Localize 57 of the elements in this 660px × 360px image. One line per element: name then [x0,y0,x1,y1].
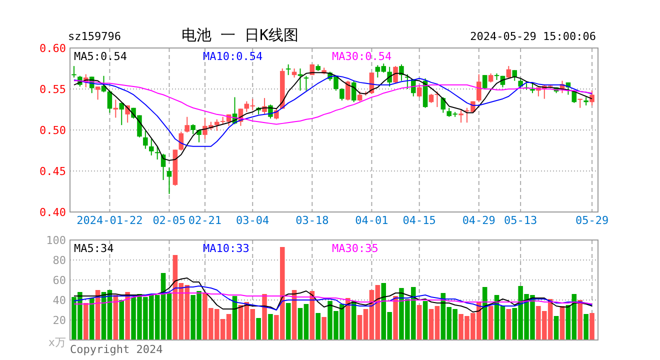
y-tick-label: 0.60 [40,42,66,55]
bar [422,301,428,340]
bar [346,298,350,340]
bar [322,317,326,340]
line-series [73,292,593,304]
chart-title: 电池 一 日K线图 [181,26,299,44]
y-tick-label: 20 [52,314,66,327]
bar [393,296,398,340]
bar [560,306,565,340]
y-tick-label: 0.55 [40,83,66,96]
x-tick-label: 04-01 [355,214,388,227]
y-tick-label: 80 [52,254,66,267]
text: Copyright 2024 [70,343,164,356]
bar [119,300,124,340]
y-tick-label: 0.40 [40,206,66,219]
bar [268,314,273,340]
bar [113,295,118,340]
x-tick-label: 2024-01-22 [76,214,143,227]
text: MA5:34 [74,242,114,255]
text: MA10:33 [203,242,250,255]
y-tick-label: 60 [52,274,66,287]
text: 2024-05-29 15:00:06 [470,30,596,43]
y-axis-title: x万 [48,336,66,349]
y-tick-label: 0.50 [40,124,66,137]
bar [232,296,238,340]
text: MA10:0.54 [203,50,263,63]
x-tick-label: 02-21 [188,214,222,227]
bar [316,313,320,340]
x-tick-label: 02-05 [152,214,186,227]
bar [506,309,512,340]
text: MA30:0.54 [332,50,392,63]
bar [256,318,261,340]
bar [584,314,588,340]
text: MA30:35 [332,242,378,255]
bar [488,306,494,340]
bar [262,294,267,340]
bar [84,303,88,340]
y-tick-label: 40 [52,294,66,307]
x-tick-label: 04-15 [402,214,436,227]
series-label: MA5:0.54 [74,50,128,63]
bar [286,303,291,340]
bar [416,305,422,340]
y-tick-label: 0.45 [40,165,66,178]
bar [554,316,559,340]
x-tick-label: 03-18 [296,214,329,227]
bar [89,298,94,340]
line-series [73,286,593,310]
x-tick-label: 05-13 [504,214,538,227]
x-tick-label: 04-29 [462,214,496,227]
line-series [73,278,593,312]
x-tick-label: 03-04 [236,214,270,227]
y-tick-label: 100 [46,234,66,247]
chart-subtitle: sz159796 [68,30,121,43]
bar [125,292,130,340]
bar [590,313,594,340]
x-tick-label: 05-29 [575,214,609,227]
bar [578,300,582,340]
